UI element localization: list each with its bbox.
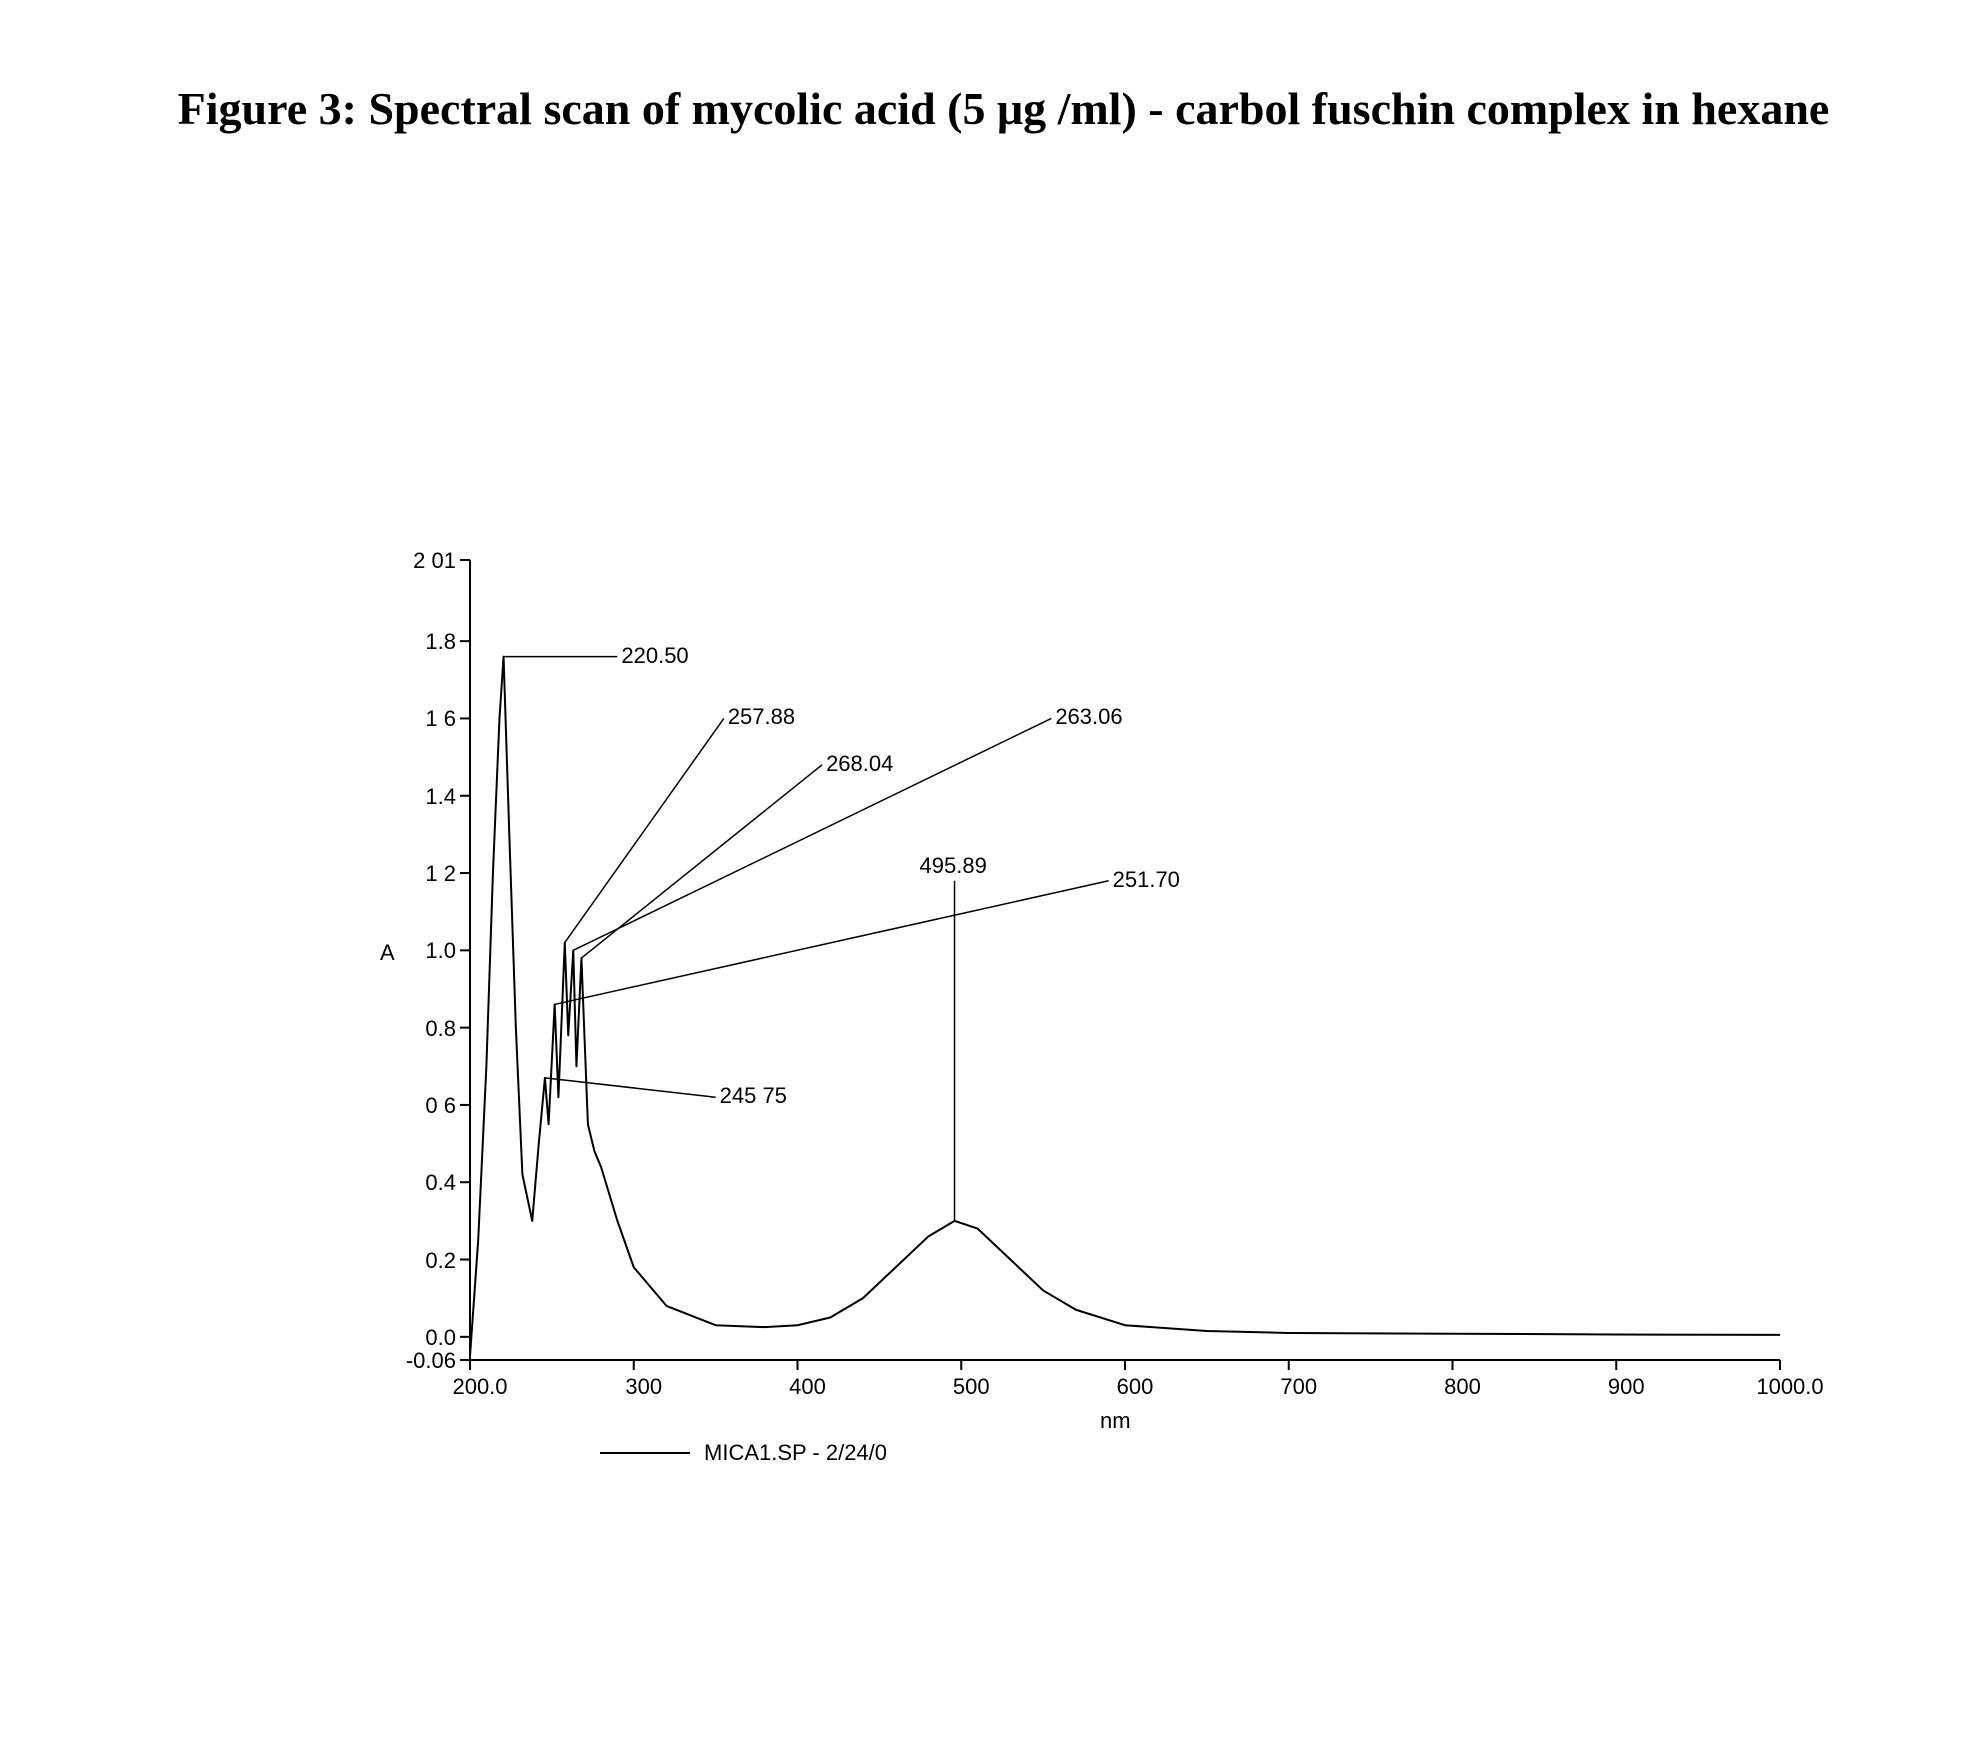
y-tick-label: 1.0 — [386, 938, 456, 964]
peak-leader-line — [565, 718, 724, 942]
peak-label: 257.88 — [728, 704, 795, 730]
peak-leader-line — [555, 881, 1109, 1005]
x-tick-label: 700 — [1259, 1374, 1339, 1400]
y-tick-label: 0.0 — [386, 1325, 456, 1351]
peak-label: 495.89 — [920, 853, 987, 879]
peak-label: 268.04 — [826, 751, 893, 777]
legend-text: MICA1.SP - 2/24/0 — [704, 1440, 887, 1466]
x-tick-label: 300 — [604, 1374, 684, 1400]
y-tick-label: 0.8 — [386, 1016, 456, 1042]
figure-title: Figure 3: Spectral scan of mycolic acid … — [90, 80, 1917, 138]
peak-label: 220.50 — [621, 643, 688, 669]
y-tick-label: 2 01 — [386, 548, 456, 574]
peak-leader-line — [545, 1078, 716, 1097]
x-tick-label: 200.0 — [440, 1374, 520, 1400]
chart-area: A 200.03004005006007008009001000.0 -0.06… — [380, 520, 1840, 1480]
series-line — [470, 657, 1780, 1357]
peak-leader-line — [573, 718, 1051, 950]
x-tick-label: 600 — [1095, 1374, 1175, 1400]
x-axis-title: nm — [1100, 1408, 1131, 1434]
y-tick-label: -0.06 — [386, 1348, 456, 1374]
y-tick-label: 1 6 — [386, 706, 456, 732]
y-tick-label: 0.2 — [386, 1248, 456, 1274]
y-tick-label: 1 2 — [386, 861, 456, 887]
y-tick-label: 1.4 — [386, 784, 456, 810]
legend-line-icon — [600, 1452, 690, 1454]
x-tick-label: 500 — [931, 1374, 1011, 1400]
x-tick-label: 400 — [768, 1374, 848, 1400]
plot-region — [470, 560, 1780, 1360]
peak-label: 245 75 — [720, 1083, 787, 1109]
y-tick-label: 1.8 — [386, 629, 456, 655]
peak-label: 251.70 — [1113, 867, 1180, 893]
x-tick-label: 1000.0 — [1750, 1374, 1830, 1400]
legend: MICA1.SP - 2/24/0 — [600, 1440, 887, 1466]
y-tick-label: 0 6 — [386, 1093, 456, 1119]
y-tick-label: 0.4 — [386, 1170, 456, 1196]
x-tick-label: 900 — [1586, 1374, 1666, 1400]
peak-label: 263.06 — [1055, 704, 1122, 730]
page: Figure 3: Spectral scan of mycolic acid … — [0, 0, 1977, 1738]
x-tick-label: 800 — [1423, 1374, 1503, 1400]
plot-svg — [470, 560, 1780, 1360]
